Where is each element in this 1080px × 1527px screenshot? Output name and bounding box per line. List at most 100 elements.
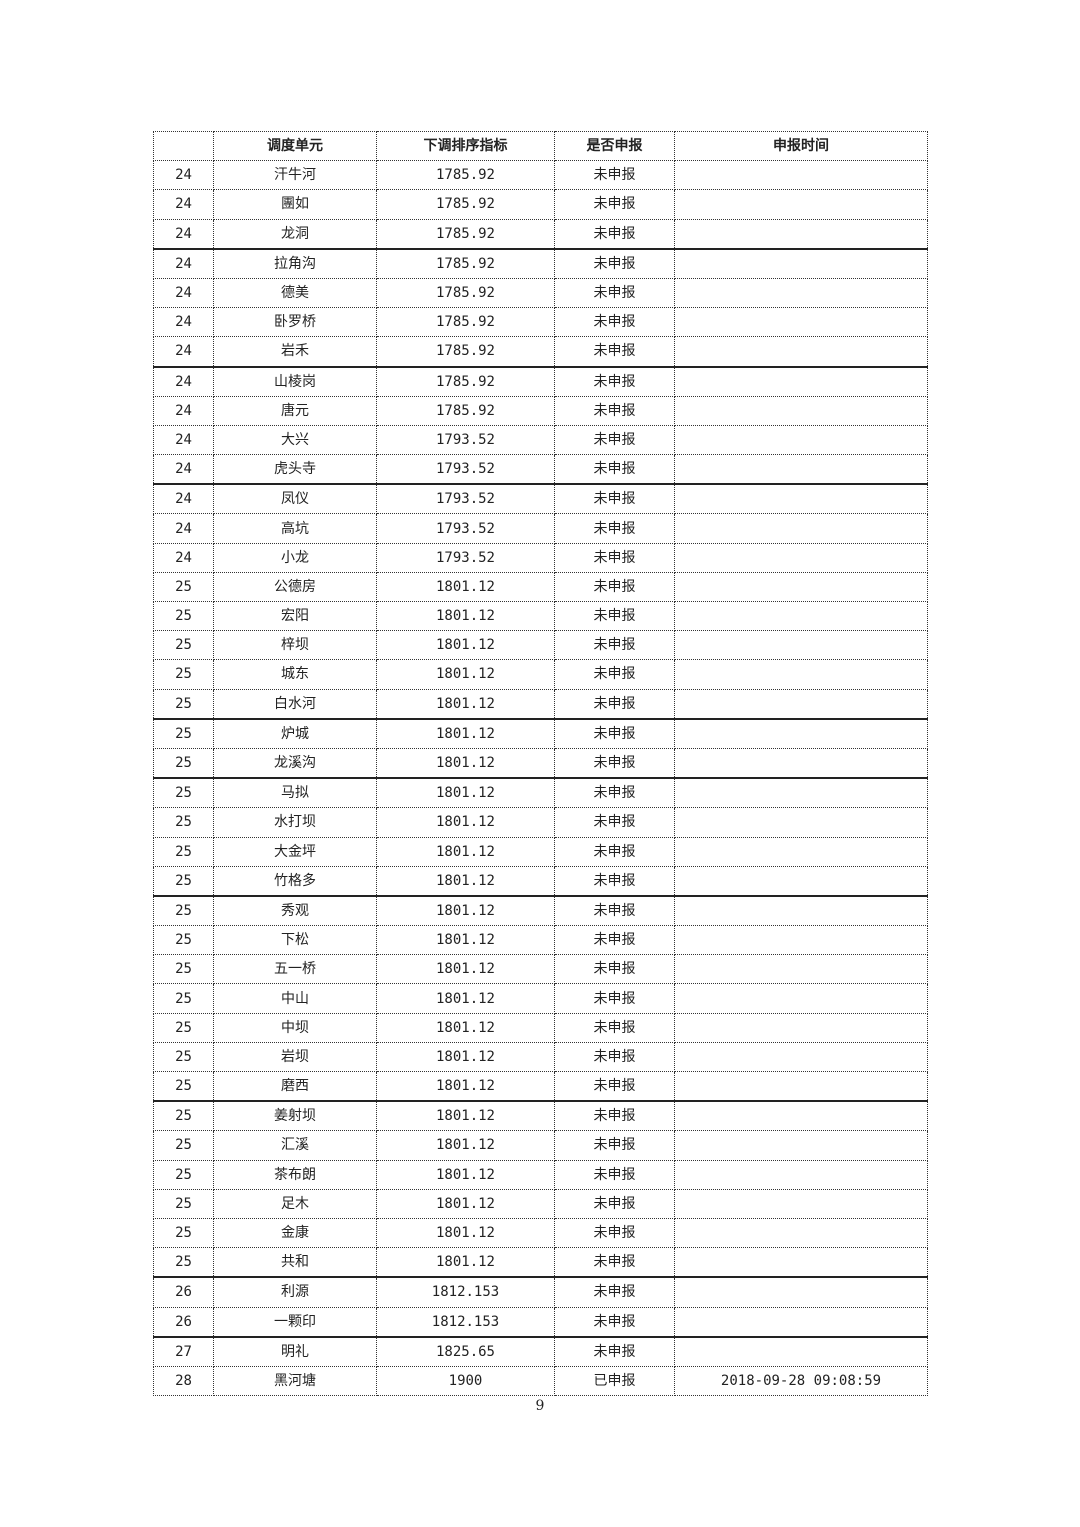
table-row: 24 凤仪 1793.52 未申报 xyxy=(153,483,928,515)
time-cell xyxy=(674,336,928,367)
rank-cell: 24 xyxy=(153,365,214,397)
time-cell xyxy=(674,1335,928,1367)
table-row: 24 卧罗桥 1785.92 未申报 xyxy=(153,307,928,338)
table-row: 25 大金坪 1801.12 未申报 xyxy=(153,836,928,867)
index-cell: 1801.12 xyxy=(376,1012,555,1043)
index-cell: 1785.92 xyxy=(376,277,555,309)
time-cell xyxy=(674,160,928,191)
declared-cell: 未申报 xyxy=(554,630,675,661)
unit-cell: 水打坝 xyxy=(213,807,377,838)
declared-cell: 未申报 xyxy=(554,1247,675,1278)
time-cell xyxy=(674,983,928,1014)
declared-cell: 未申报 xyxy=(554,954,675,985)
index-cell: 1812.153 xyxy=(376,1276,555,1308)
table-row: 24 拉角沟 1785.92 未申报 xyxy=(153,247,928,279)
index-cell: 1793.52 xyxy=(376,424,555,456)
unit-cell: 黑河塘 xyxy=(213,1365,377,1397)
time-cell xyxy=(674,1306,928,1338)
time-cell xyxy=(674,717,928,749)
index-cell: 1793.52 xyxy=(376,513,555,544)
time-cell xyxy=(674,277,928,309)
unit-cell: 白水河 xyxy=(213,688,377,720)
declared-cell: 未申报 xyxy=(554,336,675,367)
index-cell: 1785.92 xyxy=(376,160,555,191)
unit-cell: 一颗印 xyxy=(213,1306,377,1338)
time-cell xyxy=(674,1217,928,1249)
rank-cell: 25 xyxy=(153,777,214,809)
time-cell: 2018-09-28 09:08:59 xyxy=(674,1365,928,1397)
time-cell xyxy=(674,925,928,956)
declared-cell: 未申报 xyxy=(554,1188,675,1219)
index-cell: 1801.12 xyxy=(376,600,555,632)
unit-cell: 明礼 xyxy=(213,1335,377,1367)
rank-cell: 25 xyxy=(153,954,214,985)
declared-cell: 未申报 xyxy=(554,717,675,749)
table-body: 24 汗牛河 1785.92 未申报 24 團如 1785.92 未申报 24 龙洞 1785.92… xyxy=(153,160,928,1397)
index-cell: 1801.12 xyxy=(376,688,555,720)
index-cell: 1785.92 xyxy=(376,247,555,279)
index-cell: 1801.12 xyxy=(376,1041,555,1073)
declared-cell: 未申报 xyxy=(554,277,675,309)
unit-cell: 竹格多 xyxy=(213,865,377,897)
table-row: 25 白水河 1801.12 未申报 xyxy=(153,688,928,720)
declared-cell: 未申报 xyxy=(554,1130,675,1161)
declared-cell: 未申报 xyxy=(554,454,675,485)
table-row: 25 马拟 1801.12 未申报 xyxy=(153,777,928,809)
rank-cell: 24 xyxy=(153,247,214,279)
table-row: 24 岩禾 1785.92 未申报 xyxy=(153,336,928,367)
header-index: 下调排序指标 xyxy=(376,130,555,162)
unit-cell: 足木 xyxy=(213,1188,377,1219)
index-cell: 1785.92 xyxy=(376,189,555,220)
table-row: 25 汇溪 1801.12 未申报 xyxy=(153,1130,928,1161)
rank-cell: 24 xyxy=(153,189,214,220)
table-row: 25 水打坝 1801.12 未申报 xyxy=(153,807,928,838)
rank-cell: 24 xyxy=(153,336,214,367)
index-cell: 1812.153 xyxy=(376,1306,555,1338)
index-cell: 1801.12 xyxy=(376,1247,555,1278)
declared-cell: 未申报 xyxy=(554,395,675,426)
time-cell xyxy=(674,747,928,779)
table-row: 25 中坝 1801.12 未申报 xyxy=(153,1012,928,1043)
rank-cell: 24 xyxy=(153,395,214,426)
rank-cell: 26 xyxy=(153,1276,214,1308)
declared-cell: 未申报 xyxy=(554,688,675,720)
unit-cell: 下松 xyxy=(213,925,377,956)
rank-cell: 25 xyxy=(153,630,214,661)
declared-cell: 未申报 xyxy=(554,925,675,956)
declared-cell: 未申报 xyxy=(554,1335,675,1367)
unit-cell: 五一桥 xyxy=(213,954,377,985)
unit-cell: 卧罗桥 xyxy=(213,307,377,338)
declared-cell: 未申报 xyxy=(554,659,675,690)
time-cell xyxy=(674,513,928,544)
index-cell: 1801.12 xyxy=(376,983,555,1014)
table-row: 24 小龙 1793.52 未申报 xyxy=(153,542,928,573)
index-cell: 1785.92 xyxy=(376,336,555,367)
unit-cell: 凤仪 xyxy=(213,483,377,515)
unit-cell: 岩禾 xyxy=(213,336,377,367)
table-row: 24 龙洞 1785.92 未申报 xyxy=(153,218,928,250)
index-cell: 1801.12 xyxy=(376,630,555,661)
time-cell xyxy=(674,1188,928,1219)
unit-cell: 德美 xyxy=(213,277,377,309)
unit-cell: 龙溪沟 xyxy=(213,747,377,779)
declared-cell: 未申报 xyxy=(554,307,675,338)
rank-cell: 25 xyxy=(153,1041,214,1073)
rank-cell: 25 xyxy=(153,747,214,779)
rank-cell: 25 xyxy=(153,717,214,749)
table-row: 25 公德房 1801.12 未申报 xyxy=(153,571,928,603)
declared-cell: 未申报 xyxy=(554,777,675,809)
unit-cell: 宏阳 xyxy=(213,600,377,632)
index-cell: 1801.12 xyxy=(376,717,555,749)
rank-cell: 26 xyxy=(153,1306,214,1338)
table-row: 25 茶布朗 1801.12 未申报 xyxy=(153,1159,928,1190)
declared-cell: 未申报 xyxy=(554,160,675,191)
declared-cell: 未申报 xyxy=(554,218,675,250)
table-row: 28 黑河塘 1900 已申报 2018-09-28 09:08:59 xyxy=(153,1365,928,1397)
unit-cell: 茶布朗 xyxy=(213,1159,377,1190)
unit-cell: 拉角沟 xyxy=(213,247,377,279)
declared-cell: 未申报 xyxy=(554,424,675,456)
table-row: 26 一颗印 1812.153 未申报 xyxy=(153,1306,928,1338)
rank-cell: 24 xyxy=(153,483,214,515)
index-cell: 1900 xyxy=(376,1365,555,1397)
time-cell xyxy=(674,307,928,338)
